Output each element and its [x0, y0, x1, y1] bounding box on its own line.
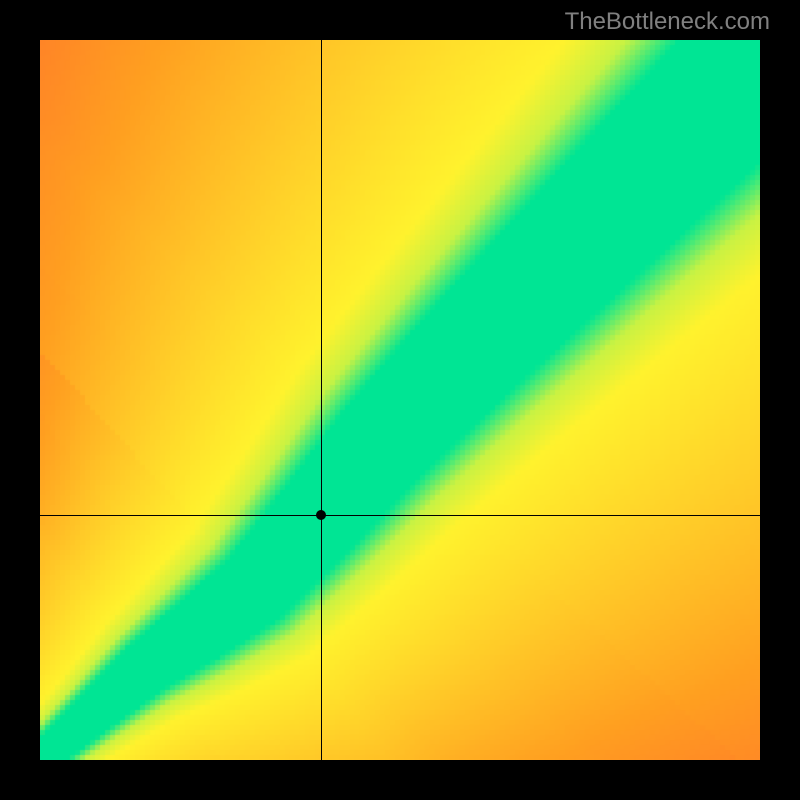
- heatmap-plot: [40, 40, 760, 760]
- crosshair-vertical: [321, 40, 322, 760]
- crosshair-horizontal: [40, 515, 760, 516]
- crosshair-marker: [316, 510, 326, 520]
- heatmap-canvas: [40, 40, 760, 760]
- watermark-text: TheBottleneck.com: [565, 8, 770, 36]
